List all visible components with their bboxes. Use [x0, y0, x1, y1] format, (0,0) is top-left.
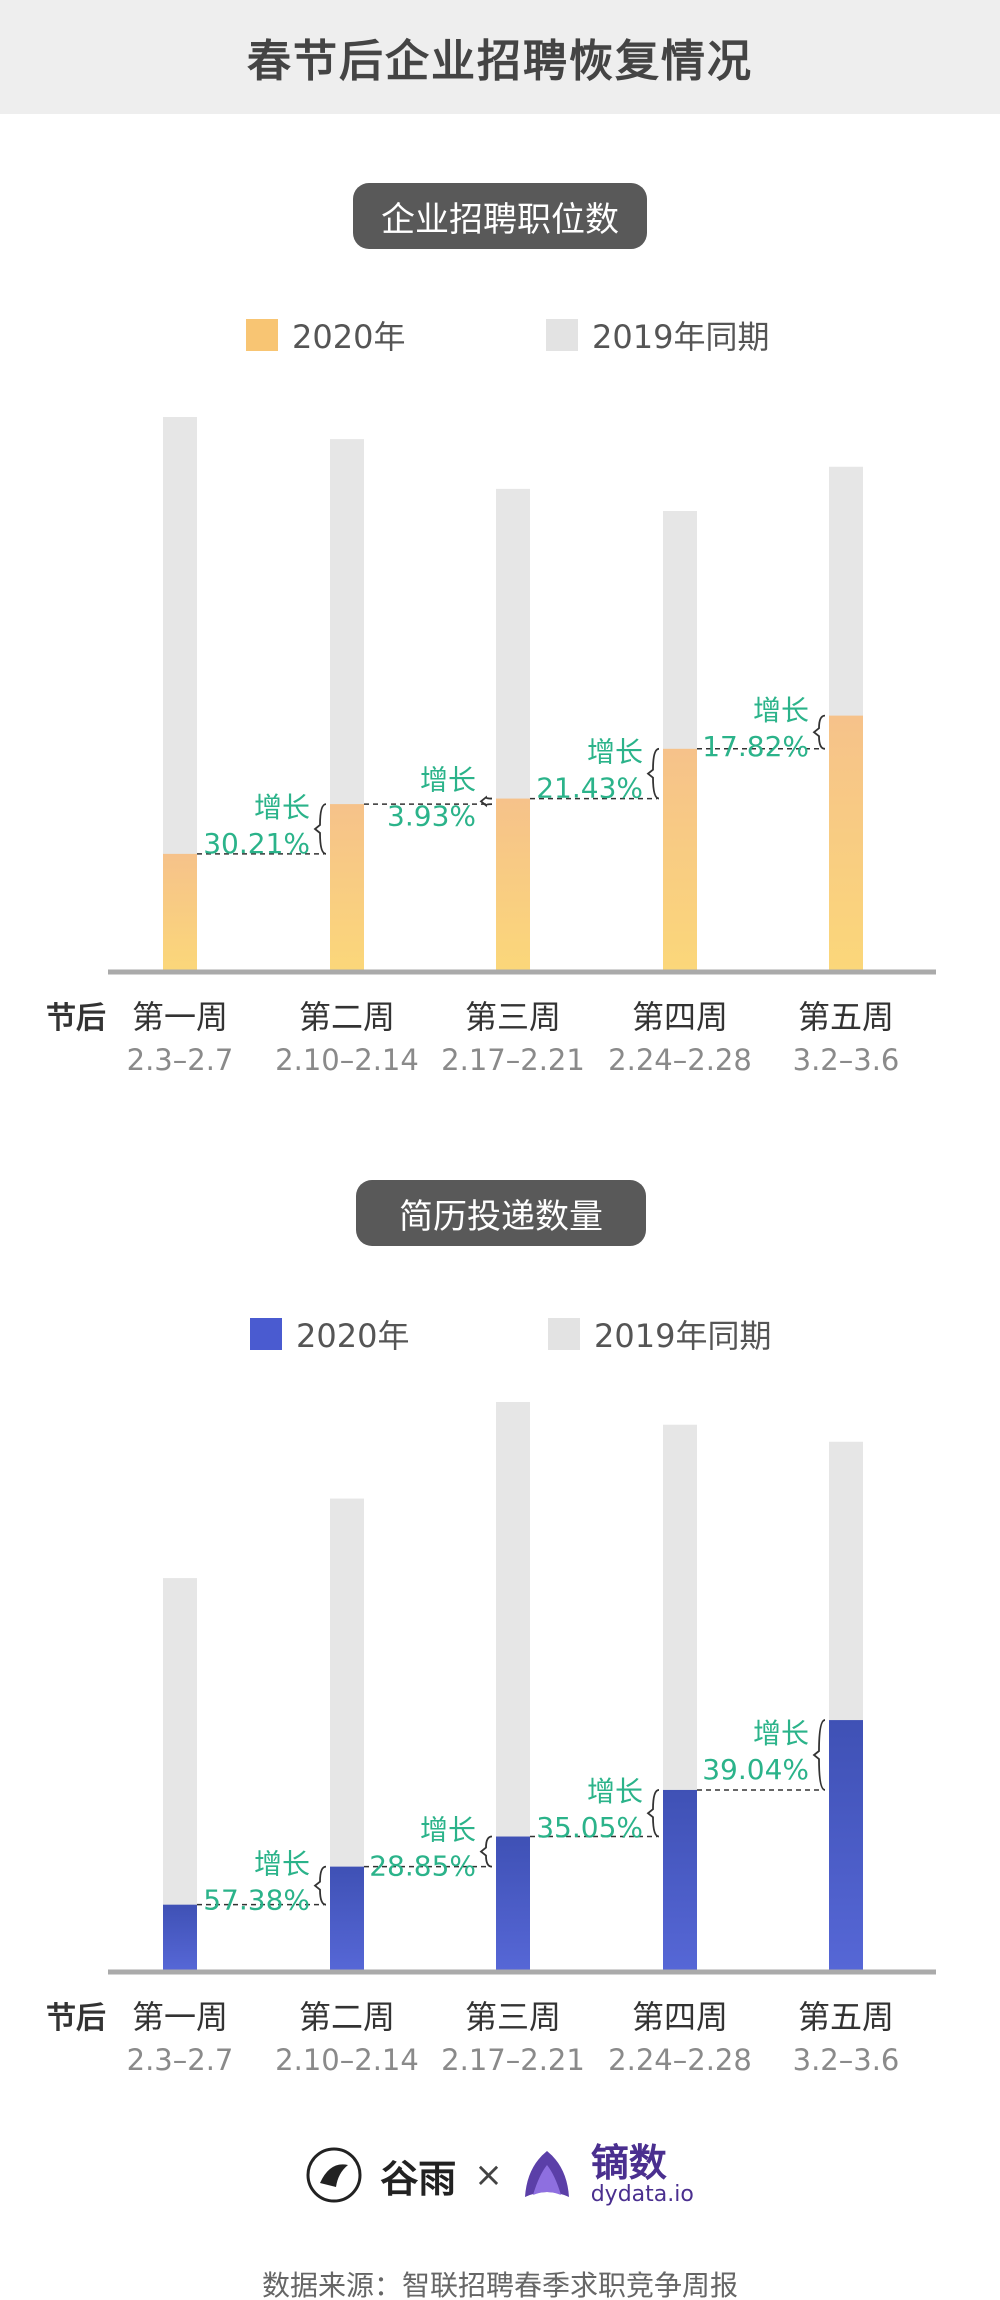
tick-range-1: 2.3–2.7: [127, 2043, 234, 2077]
chart1-legend-swatch-2019: [546, 319, 578, 351]
chart2-legend-swatch-2020: [250, 1318, 282, 1350]
tick-range-4: 2.24–2.28: [608, 1043, 752, 1077]
bar-2020-week1: [163, 1904, 197, 1970]
tick-week-5: 第五周: [798, 1998, 894, 2036]
footer-logos: 谷雨 × 镝数 dydata.io: [0, 2130, 1000, 2220]
growth-label-3: 增长: [587, 736, 643, 769]
x-axis-prefix: 节后: [46, 1001, 106, 1036]
growth-value-4: 17.82%: [702, 730, 809, 763]
chart2-legend-2020: 2020年: [250, 1311, 409, 1357]
bar-2020-week2: [330, 1866, 364, 1970]
tick-range-3: 2.17–2.21: [441, 1043, 585, 1077]
growth-value-2: 3.93%: [387, 799, 476, 832]
chart2-legend-label-2019: 2019年同期: [594, 1317, 772, 1355]
guyu-logo-icon: [306, 2147, 362, 2203]
tick-week-2: 第二周: [299, 998, 395, 1036]
tick-range-4: 2.24–2.28: [608, 2043, 752, 2077]
tick-week-3: 第三周: [465, 1998, 561, 2036]
chart2-title: 简历投递数量: [356, 1180, 646, 1246]
bar-2020-week4: [663, 1789, 697, 1970]
chart1-legend-label-2019: 2019年同期: [592, 318, 770, 356]
tick-range-2: 2.10–2.14: [275, 2043, 419, 2077]
tick-week-5: 第五周: [798, 998, 894, 1036]
dydata-logo-icon: [524, 2151, 569, 2197]
growth-label-2: 增长: [420, 1814, 476, 1847]
growth-value-1: 57.38%: [203, 1884, 310, 1917]
chart1-legend-label-2020: 2020年: [292, 318, 406, 356]
logo-dydata-text: 镝数: [590, 2140, 667, 2185]
growth-brace-1: [313, 1865, 327, 1906]
title-bar: 春节后企业招聘恢复情况: [0, 0, 1000, 114]
bar-2020-week1: [163, 853, 197, 970]
page-title: 春节后企业招聘恢复情况: [247, 36, 753, 87]
logo-guyu-text: 谷雨: [380, 2155, 457, 2201]
bar-2019-week1: [163, 1578, 197, 1970]
tick-range-5: 3.2–3.6: [793, 2043, 900, 2077]
growth-value-3: 21.43%: [536, 772, 643, 805]
growth-brace-4: [812, 1719, 826, 1791]
tick-week-2: 第二周: [299, 1998, 395, 2036]
chart1-legend-2019: 2019年同期: [546, 312, 769, 358]
bar-2020-week2: [330, 804, 364, 970]
tick-week-1: 第一周: [132, 1998, 228, 2036]
growth-brace-4: [812, 714, 826, 750]
chart1-legend-swatch-2020: [246, 319, 278, 351]
data-source: 数据来源：智联招聘春季求职竞争周报: [261, 2269, 738, 2300]
growth-brace-3: [646, 1789, 660, 1838]
tick-week-3: 第三周: [465, 998, 561, 1036]
times-sign: ×: [474, 2155, 503, 2195]
dydata-logo-text-group: 镝数 dydata.io: [590, 2140, 694, 2208]
bar-2020-week3: [496, 1836, 530, 1970]
growth-label-1: 增长: [254, 1848, 310, 1881]
growth-label-4: 增长: [753, 1717, 809, 1750]
tick-week-4: 第四周: [632, 1998, 728, 2036]
chart1-legend-2020: 2020年: [246, 312, 405, 358]
growth-value-3: 35.05%: [536, 1811, 643, 1844]
growth-label-2: 增长: [420, 763, 476, 796]
bar-2020-week5: [829, 1720, 863, 1970]
growth-brace-3: [646, 747, 660, 800]
growth-value-4: 39.04%: [702, 1753, 809, 1786]
tick-range-3: 2.17–2.21: [441, 2043, 585, 2077]
tick-week-4: 第四周: [632, 998, 728, 1036]
tick-week-1: 第一周: [132, 998, 228, 1036]
x-axis-prefix: 节后: [46, 2001, 106, 2036]
growth-value-2: 28.85%: [369, 1850, 476, 1883]
growth-label-1: 增长: [254, 791, 310, 824]
growth-value-1: 30.21%: [203, 827, 310, 860]
chart2-legend-label-2020: 2020年: [296, 1317, 410, 1355]
chart2-legend-swatch-2019: [548, 1318, 580, 1350]
growth-label-4: 增长: [753, 694, 809, 727]
chart2-legend-2019: 2019年同期: [548, 1311, 771, 1357]
growth-brace-2: [479, 795, 493, 808]
tick-range-1: 2.3–2.7: [127, 1043, 234, 1077]
growth-brace-2: [479, 1835, 493, 1868]
tick-range-2: 2.10–2.14: [275, 1043, 419, 1077]
logo-dydata-sub: dydata.io: [590, 2182, 694, 2208]
growth-label-3: 增长: [587, 1775, 643, 1808]
bar-2020-week5: [829, 715, 863, 970]
bar-2020-week4: [663, 748, 697, 970]
chart1-title: 企业招聘职位数: [353, 183, 647, 249]
growth-brace-1: [313, 803, 327, 855]
bar-2020-week3: [496, 798, 530, 970]
tick-range-5: 3.2–3.6: [793, 1043, 900, 1077]
